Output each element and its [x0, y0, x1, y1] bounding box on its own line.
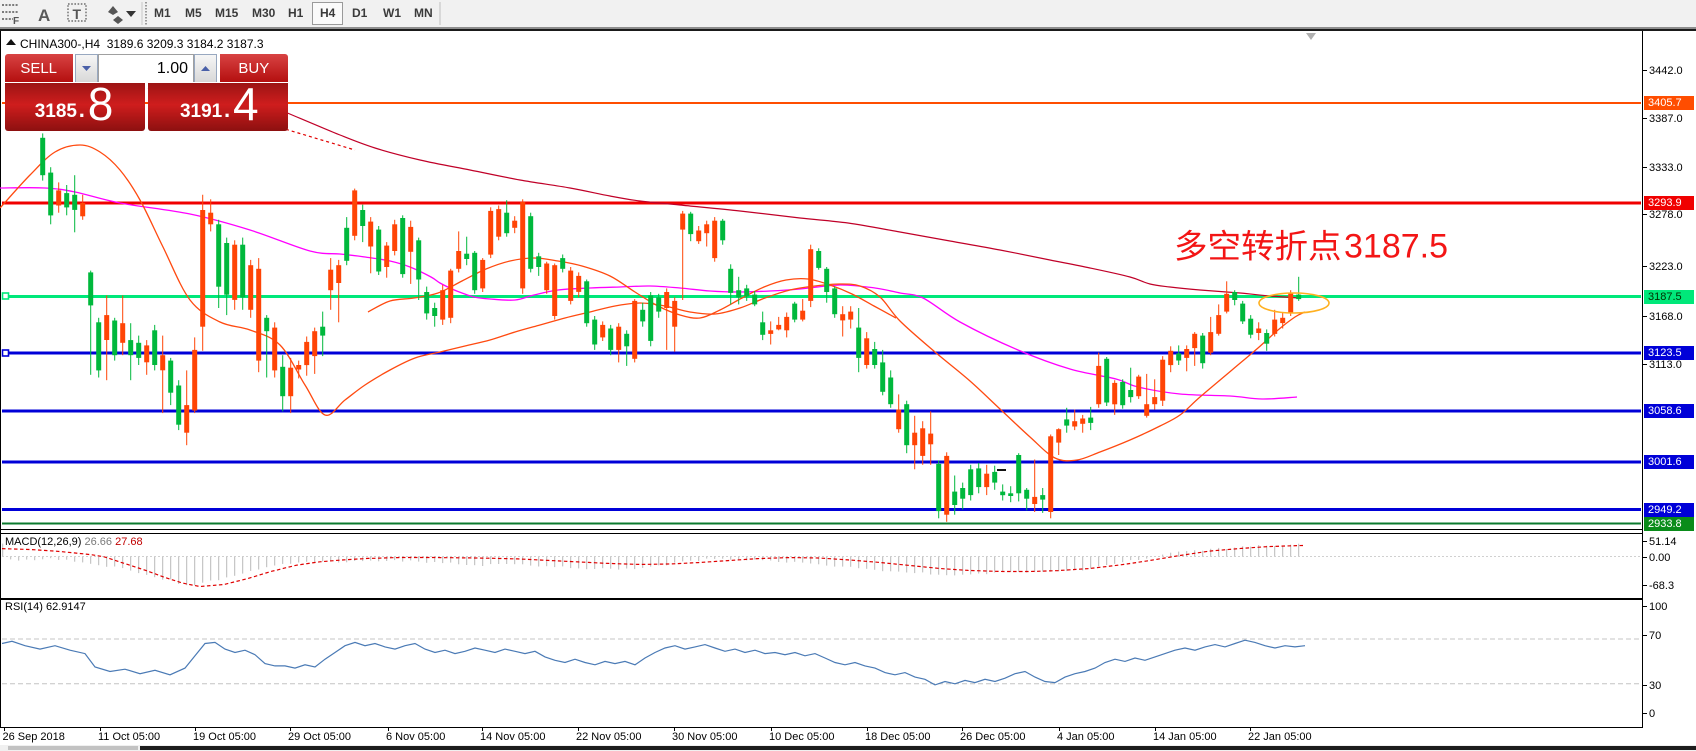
svg-text:A: A: [38, 6, 50, 25]
svg-text:T: T: [73, 6, 82, 22]
svg-text:3187.5: 3187.5: [1344, 228, 1448, 266]
svg-text:F: F: [13, 16, 19, 27]
